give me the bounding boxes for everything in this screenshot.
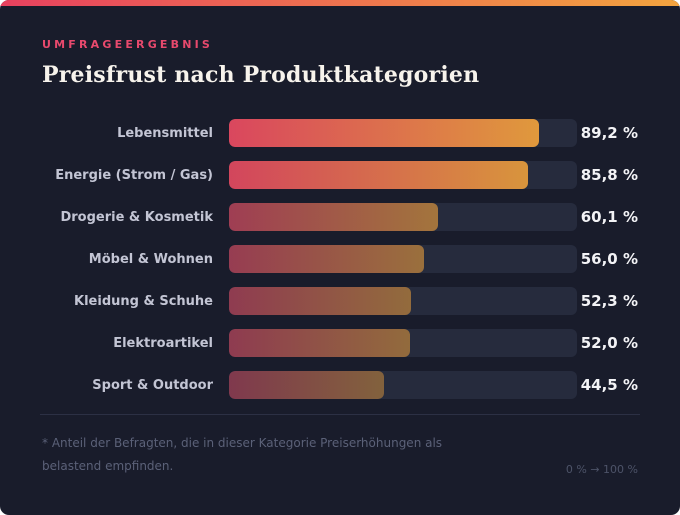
category-label: Elektroartikel bbox=[113, 335, 213, 351]
chart-row: Drogerie & Kosmetik 60,1 % bbox=[42, 203, 638, 231]
bar-track bbox=[229, 203, 577, 231]
chart-row: Sport & Outdoor 44,5 % bbox=[42, 371, 638, 399]
bar-track bbox=[229, 287, 577, 315]
value-label: 89,2 % bbox=[580, 124, 638, 142]
accent-gradient-bar bbox=[0, 0, 680, 6]
bar-track bbox=[229, 161, 577, 189]
category-label: Drogerie & Kosmetik bbox=[60, 209, 213, 225]
value-label: 56,0 % bbox=[580, 250, 638, 268]
bar-fill bbox=[229, 371, 384, 399]
bar-track bbox=[229, 371, 577, 399]
bar-fill bbox=[229, 161, 528, 189]
bar-fill bbox=[229, 329, 410, 357]
chart-row: Möbel & Wohnen 56,0 % bbox=[42, 245, 638, 273]
bar-chart: Lebensmittel 89,2 % Energie (Strom / Gas) 8… bbox=[0, 119, 680, 399]
chart-row: Kleidung & Schuhe 52,3 % bbox=[42, 287, 638, 315]
bar-fill bbox=[229, 203, 439, 231]
footnote: * Anteil der Befragten, die in dieser Ka… bbox=[42, 436, 443, 474]
header: UMFRAGEERGEBNIS Preisfrust nach Produktk… bbox=[0, 6, 680, 88]
bar-fill bbox=[229, 245, 424, 273]
axis-range-label: 0 % → 100 % bbox=[565, 462, 638, 476]
page-title: Preisfrust nach Produktkategorien bbox=[42, 62, 480, 88]
bar-track bbox=[229, 119, 577, 147]
bar-fill bbox=[229, 119, 540, 147]
divider bbox=[40, 414, 640, 415]
category-label: Energie (Strom / Gas) bbox=[55, 167, 213, 183]
category-label: Sport & Outdoor bbox=[92, 377, 213, 393]
value-label: 85,8 % bbox=[580, 166, 638, 184]
bar-fill bbox=[229, 287, 411, 315]
value-label: 52,0 % bbox=[580, 334, 638, 352]
category-label: Kleidung & Schuhe bbox=[74, 293, 213, 309]
eyebrow-label: UMFRAGEERGEBNIS bbox=[42, 38, 214, 51]
value-label: 44,5 % bbox=[580, 376, 638, 394]
category-label: Möbel & Wohnen bbox=[88, 251, 213, 267]
category-label: Lebensmittel bbox=[117, 125, 213, 141]
chart-row: Energie (Strom / Gas) 85,8 % bbox=[42, 161, 638, 189]
bar-track bbox=[229, 329, 577, 357]
value-label: 60,1 % bbox=[580, 208, 638, 226]
chart-row: Lebensmittel 89,2 % bbox=[42, 119, 638, 147]
footer: * Anteil der Befragten, die in dieser Ka… bbox=[0, 415, 680, 479]
value-label: 52,3 % bbox=[580, 292, 638, 310]
bar-track bbox=[229, 245, 577, 273]
chart-row: Elektroartikel 52,0 % bbox=[42, 329, 638, 357]
